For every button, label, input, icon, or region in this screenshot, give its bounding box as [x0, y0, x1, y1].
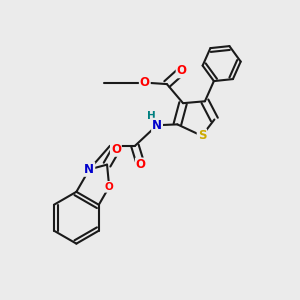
Text: O: O: [111, 143, 121, 156]
Text: N: N: [84, 163, 94, 176]
Text: O: O: [140, 76, 150, 89]
Text: O: O: [105, 182, 114, 192]
Text: H: H: [147, 111, 156, 122]
Text: N: N: [152, 119, 162, 132]
Text: O: O: [136, 158, 146, 172]
Text: S: S: [198, 129, 206, 142]
Text: O: O: [177, 64, 187, 77]
